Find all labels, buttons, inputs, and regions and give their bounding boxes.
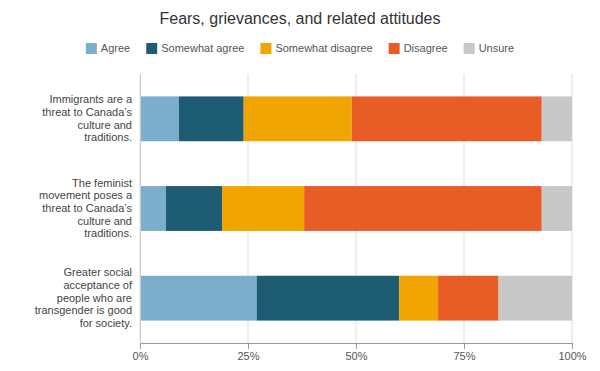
- bar: [222, 186, 304, 231]
- bar: [140, 186, 166, 231]
- tick-mark: [248, 343, 249, 349]
- tick: Greater socialacceptance ofpeople who ar…: [35, 266, 133, 329]
- category-label: Immigrants are athreat to Canada’scultur…: [42, 93, 133, 143]
- tick: 50%: [345, 343, 367, 362]
- tick-mark: [572, 343, 573, 349]
- tick-label: 0%: [133, 350, 149, 362]
- legend-swatch: [464, 43, 475, 54]
- tick-mark: [140, 343, 141, 349]
- tick: 75%: [453, 343, 475, 362]
- bar: [140, 276, 257, 321]
- series: [499, 96, 572, 320]
- legend-label: Agree: [101, 42, 130, 54]
- y-axis: Immigrants are athreat to Canada’scultur…: [35, 75, 141, 344]
- axis-line: [141, 344, 573, 350]
- legend-item: Disagree: [389, 42, 448, 54]
- bar: [499, 276, 572, 321]
- title: Fears, grievances, and related attitudes: [159, 10, 440, 27]
- bar: [166, 186, 222, 231]
- legend-label: Somewhat agree: [161, 42, 244, 54]
- legend-item: Somewhat disagree: [260, 42, 372, 54]
- bar: [257, 276, 400, 321]
- tick: Immigrants are athreat to Canada’scultur…: [42, 93, 133, 143]
- tick-mark: [464, 343, 465, 349]
- tick-label: 25%: [237, 350, 259, 362]
- bar: [244, 96, 352, 141]
- grid-line: [140, 74, 141, 343]
- grid: [140, 74, 572, 343]
- bar: [399, 276, 438, 321]
- tick: 25%: [237, 343, 259, 362]
- bar: [542, 96, 572, 141]
- tick: 0%: [133, 343, 149, 362]
- category-label: The feministmovement poses athreat to Ca…: [39, 177, 133, 240]
- tick-mark: [356, 343, 357, 349]
- legend-label: Unsure: [479, 42, 514, 54]
- x-axis: 0% 25% 50% 75% 100%: [133, 343, 587, 362]
- bar: [304, 186, 542, 231]
- axis-line: [140, 75, 141, 344]
- tick-label: 100%: [558, 350, 586, 362]
- legend: Agree Somewhat agree Somewhat disagree Disa…: [86, 42, 514, 54]
- legend-swatch: [146, 43, 157, 54]
- category-label: Greater socialacceptance ofpeople who ar…: [35, 266, 133, 329]
- chart: Fears, grievances, and related attitudes…: [0, 0, 600, 371]
- bar: [140, 96, 179, 141]
- tick: The feministmovement poses athreat to Ca…: [39, 177, 133, 240]
- tick: 100%: [558, 343, 586, 362]
- bar: [542, 186, 572, 231]
- plot-area: [140, 96, 572, 320]
- legend-swatch: [389, 43, 400, 54]
- legend-label: Disagree: [404, 42, 448, 54]
- bar: [179, 96, 244, 141]
- legend-swatch: [86, 43, 97, 54]
- legend-label: Somewhat disagree: [275, 42, 372, 54]
- tick-label: 50%: [345, 350, 367, 362]
- legend-item: Unsure: [464, 42, 514, 54]
- legend-item: Somewhat agree: [146, 42, 244, 54]
- legend-swatch: [260, 43, 271, 54]
- bar: [352, 96, 542, 141]
- tick-label: 75%: [453, 350, 475, 362]
- legend-item: Agree: [86, 42, 130, 54]
- bar: [438, 276, 498, 321]
